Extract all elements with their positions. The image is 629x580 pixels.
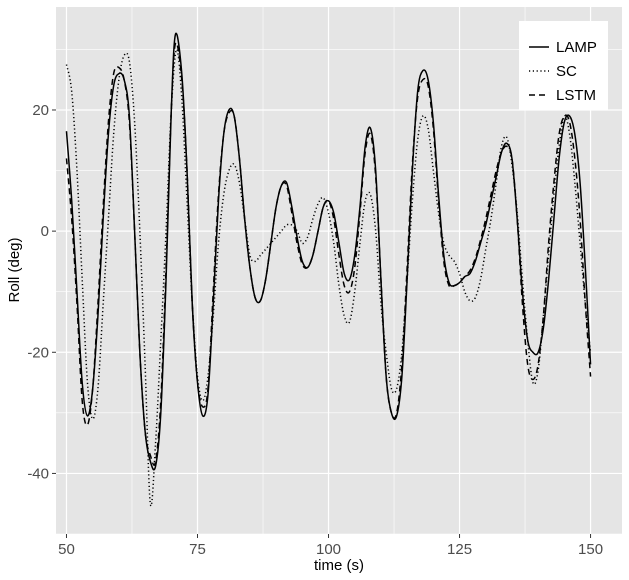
- legend-label-lstm: LSTM: [556, 87, 596, 104]
- x-tick-label: 125: [447, 541, 472, 558]
- legend-label-lamp: LAMP: [556, 39, 597, 56]
- x-tick-label: 150: [578, 541, 603, 558]
- x-tick-label: 50: [58, 541, 75, 558]
- x-axis-ticks: 50 75 100 125 150: [58, 534, 603, 558]
- y-tick-label: -20: [27, 344, 49, 361]
- series-line-lamp: [65, 32, 592, 471]
- y-tick-label: -40: [27, 465, 49, 482]
- grid-major: [56, 7, 622, 534]
- x-axis-title: time (s): [314, 557, 364, 574]
- x-tick-label: 100: [316, 541, 341, 558]
- legend: LAMP SC LSTM: [519, 21, 608, 110]
- y-tick-label: 20: [32, 102, 49, 119]
- series-line-sc: [65, 48, 592, 507]
- y-tick-label: 0: [41, 223, 49, 240]
- series-lines: [65, 32, 592, 507]
- y-axis-ticks: -40 -20 0 20: [27, 102, 56, 482]
- y-axis-title: Roll (deg): [6, 237, 23, 302]
- legend-label-sc: SC: [556, 63, 577, 80]
- x-tick-label: 75: [189, 541, 206, 558]
